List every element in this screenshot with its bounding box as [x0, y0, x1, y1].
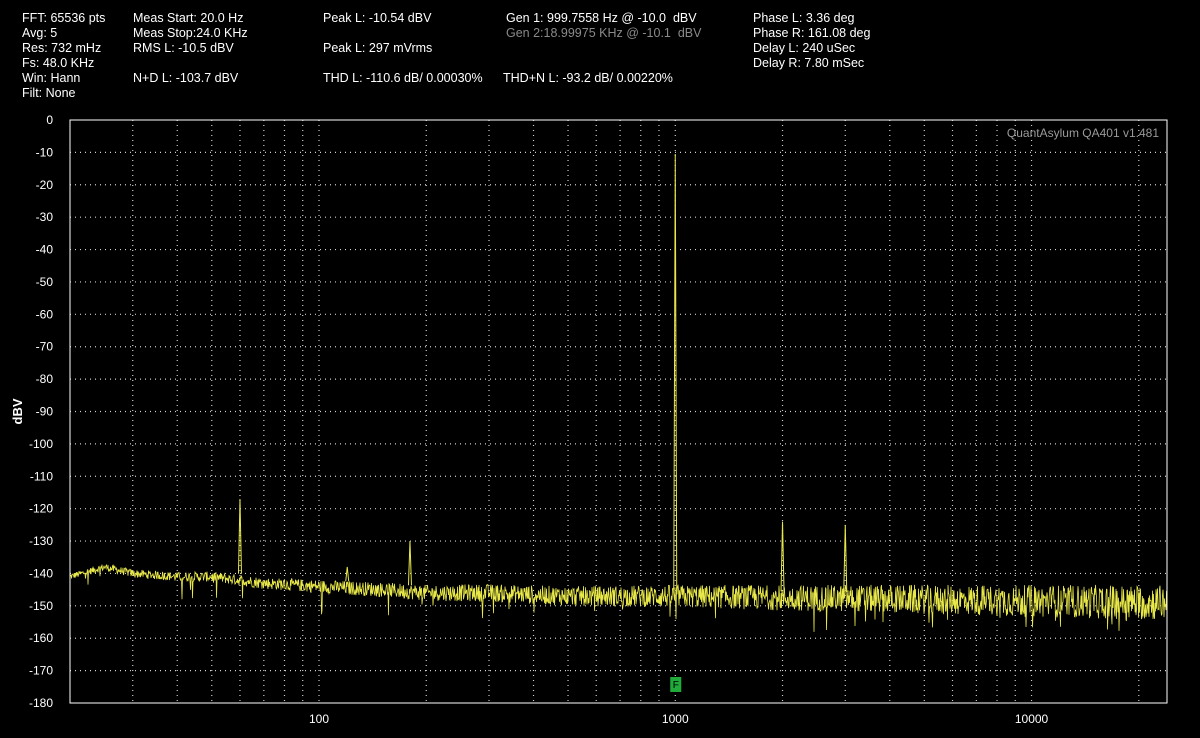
y-axis-title: dBV [10, 398, 25, 424]
thd-n-left: THD+N L: -93.2 dB/ 0.00220% [503, 71, 673, 85]
rms-left: RMS L: -10.5 dBV [133, 41, 234, 55]
y-tick-label: -100 [29, 437, 53, 451]
peak-left-dbv: Peak L: -10.54 dBV [323, 11, 432, 25]
fft-points: FFT: 65536 pts [22, 11, 106, 25]
sample-rate: Fs: 48.0 KHz [22, 56, 95, 70]
spectrum-peak [345, 566, 350, 582]
fundamental-marker[interactable]: F [670, 677, 682, 692]
spectrum-peak [407, 541, 412, 586]
y-tick-label: -70 [36, 340, 54, 354]
filter-type: Filt: None [22, 86, 76, 100]
phase-right: Phase R: 161.08 deg [753, 26, 871, 40]
x-tick-label: 100 [309, 712, 329, 726]
y-tick-label: -180 [29, 696, 53, 710]
noise-floor-trace [70, 563, 1168, 632]
resolution: Res: 732 mHz [22, 41, 102, 55]
y-tick-label: -50 [36, 275, 54, 289]
delay-left: Delay L: 240 uSec [753, 41, 856, 55]
x-axis-ticks: 100 1000 10000 [309, 712, 1049, 726]
spectrum-peak [780, 521, 785, 592]
spectrum-trace [70, 154, 1168, 632]
y-tick-label: -160 [29, 631, 53, 645]
meas-start: Meas Start: 20.0 Hz [133, 11, 244, 25]
y-tick-label: -170 [29, 664, 53, 678]
y-tick-label: -130 [29, 534, 53, 548]
meas-stop: Meas Stop:24.0 KHz [133, 26, 248, 40]
version-watermark: QuantAsylum QA401 v1.481 [1007, 126, 1159, 140]
y-tick-label: -60 [36, 307, 54, 321]
gen1-readout: Gen 1: 999.7558 Hz @ -10.0 dBV [506, 11, 697, 25]
y-axis-ticks: 0 -10 -20 -30 -40 -50 -60 -70 -80 -90 -100 -110 -120… [29, 113, 53, 710]
y-tick-label: -30 [36, 210, 54, 224]
y-tick-label: -120 [29, 502, 53, 516]
x-tick-label: 10000 [1015, 712, 1049, 726]
y-tick-label: -140 [29, 566, 53, 580]
spectrum-peak [673, 154, 678, 590]
phase-left: Phase L: 3.36 deg [753, 11, 855, 25]
grid [70, 120, 1167, 703]
x-tick-label: 1000 [662, 712, 689, 726]
y-tick-label: -20 [36, 178, 54, 192]
n-plus-d-left: N+D L: -103.7 dBV [133, 71, 239, 85]
y-tick-label: -10 [36, 145, 54, 159]
thd-left: THD L: -110.6 dB/ 0.00030% [323, 71, 483, 85]
marker-flag-icon[interactable] [670, 677, 682, 692]
spectrum-peak [237, 498, 242, 574]
spectrum-peak [843, 524, 848, 592]
y-tick-label: -110 [30, 469, 53, 483]
averages: Avg: 5 [22, 26, 58, 40]
window-type: Win: Hann [22, 71, 81, 85]
y-tick-label: 0 [46, 113, 53, 127]
plot-frame [69, 119, 1168, 704]
gen2-readout: Gen 2:18.99975 KHz @ -10.1 dBV [506, 26, 702, 40]
y-tick-label: -90 [36, 405, 54, 419]
marker-label: F [673, 680, 679, 691]
delay-right: Delay R: 7.80 mSec [753, 56, 865, 70]
peak-left-mvrms: Peak L: 297 mVrms [323, 41, 433, 55]
y-tick-label: -40 [36, 243, 54, 257]
y-tick-label: -150 [29, 599, 53, 613]
y-tick-label: -80 [36, 372, 54, 386]
